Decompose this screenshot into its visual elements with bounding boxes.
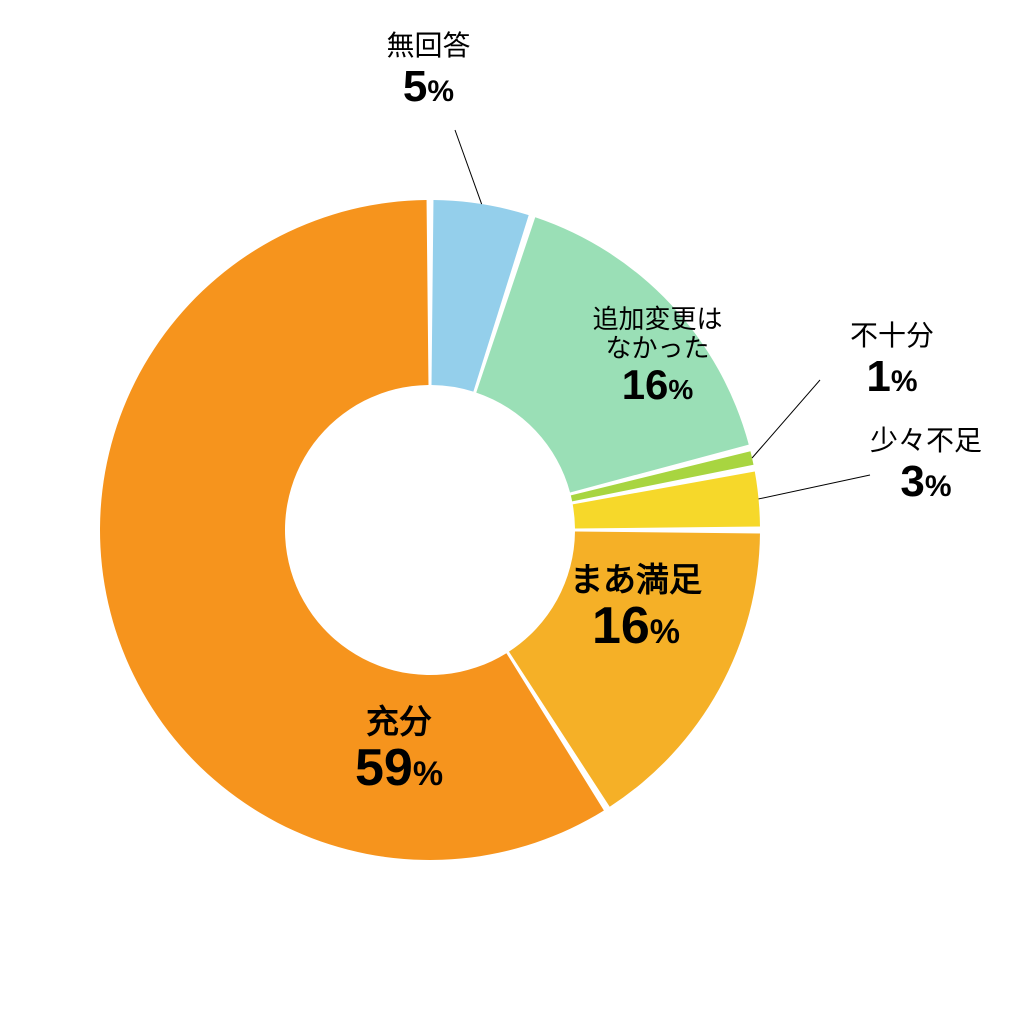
label-no_change-title-1: なかった bbox=[593, 334, 723, 363]
label-sufficient-pct: % bbox=[413, 755, 443, 793]
label-insufficient: 不十分1% bbox=[850, 320, 934, 403]
label-no_change-pct: % bbox=[668, 374, 693, 405]
label-no_answer-title-0: 無回答 bbox=[387, 30, 471, 62]
label-no_change-title-0: 追加変更は bbox=[593, 305, 723, 334]
label-slight_short: 少々不足3% bbox=[870, 425, 982, 508]
label-sufficient-title-0: 充分 bbox=[355, 704, 443, 740]
label-fair-value: 16 bbox=[592, 597, 650, 655]
label-fair-pct: % bbox=[650, 613, 680, 651]
label-no_change-value: 16 bbox=[622, 361, 669, 408]
donut-svg bbox=[0, 0, 1021, 1020]
leader-slight_short bbox=[759, 475, 870, 499]
label-no_change: 追加変更はなかった16% bbox=[593, 305, 723, 408]
donut-chart: 無回答5%追加変更はなかった16%不十分1%少々不足3%まあ満足16%充分59% bbox=[0, 0, 1021, 1020]
label-insufficient-title-0: 不十分 bbox=[850, 320, 934, 352]
label-sufficient: 充分59% bbox=[355, 704, 443, 797]
label-insufficient-pct: % bbox=[891, 365, 918, 398]
label-no_answer-pct: % bbox=[427, 75, 454, 108]
label-sufficient-value: 59 bbox=[355, 739, 413, 797]
label-insufficient-value: 1 bbox=[866, 352, 890, 401]
label-fair-title-0: まあ満足 bbox=[570, 562, 702, 598]
label-fair: まあ満足16% bbox=[570, 562, 702, 655]
label-slight_short-title-0: 少々不足 bbox=[870, 425, 982, 457]
leader-no_answer bbox=[455, 130, 482, 204]
label-slight_short-value: 3 bbox=[900, 457, 924, 506]
leader-insufficient bbox=[752, 380, 820, 458]
label-no_answer: 無回答5% bbox=[387, 30, 471, 113]
label-slight_short-pct: % bbox=[925, 470, 952, 503]
label-no_answer-value: 5 bbox=[403, 62, 427, 111]
